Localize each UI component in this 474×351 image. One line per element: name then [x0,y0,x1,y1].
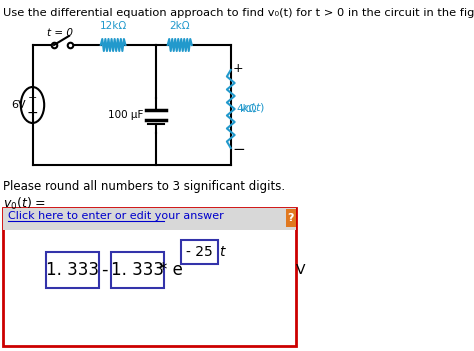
Text: * e: * e [159,261,183,279]
Text: −: − [27,106,38,120]
Text: −: − [233,143,246,158]
Text: 100 μF: 100 μF [108,110,143,120]
Text: $v_0(t)$: $v_0(t)$ [239,101,265,115]
Text: 4kΩ: 4kΩ [236,104,256,114]
Text: +: + [28,93,37,103]
Text: - 25: - 25 [186,245,213,259]
Text: t: t [219,245,224,259]
Text: V: V [296,263,306,277]
Text: Please round all numbers to 3 significant digits.: Please round all numbers to 3 significan… [2,180,285,193]
Text: 12kΩ: 12kΩ [100,21,127,31]
Text: 6V: 6V [11,100,26,110]
Text: Use the differential equation approach to find v₀(t) for t > 0 in the circuit in: Use the differential equation approach t… [2,8,474,18]
Text: -: - [101,261,107,279]
FancyBboxPatch shape [182,240,218,264]
Bar [2,208,296,230]
FancyBboxPatch shape [286,209,296,227]
Text: Click here to enter or edit your answer: Click here to enter or edit your answer [8,211,224,221]
FancyBboxPatch shape [2,208,296,346]
Text: +: + [233,61,243,74]
Text: 1. 333: 1. 333 [110,261,164,279]
FancyBboxPatch shape [46,252,99,288]
Text: $v_0(t)$ =: $v_0(t)$ = [2,196,46,212]
Text: 2kΩ: 2kΩ [169,21,190,31]
FancyBboxPatch shape [110,252,164,288]
Text: ?: ? [287,213,294,223]
Text: 1. 333: 1. 333 [46,261,99,279]
Text: t = 0: t = 0 [47,28,73,38]
